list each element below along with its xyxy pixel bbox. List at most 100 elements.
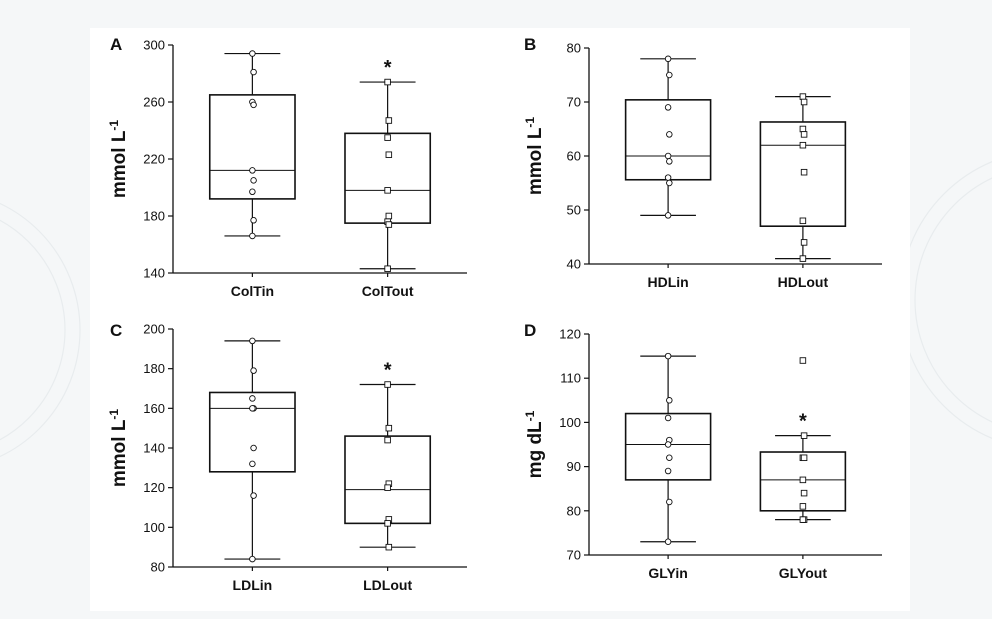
data-point bbox=[800, 432, 808, 439]
panel-a: A 140 180 220 260 300 mmol L-1 ColTin * ColTout bbox=[107, 35, 467, 299]
y-axis-title: mg dL-1 bbox=[523, 410, 546, 478]
box-hdlout: HDLout bbox=[759, 93, 847, 290]
data-point bbox=[664, 414, 672, 422]
y-tick-label: 160 bbox=[143, 401, 165, 416]
box-iqr bbox=[208, 94, 296, 200]
box-iqr bbox=[208, 391, 296, 473]
data-point bbox=[250, 177, 257, 184]
data-point bbox=[800, 454, 808, 462]
data-point bbox=[799, 503, 807, 510]
data-point bbox=[799, 217, 807, 225]
data-point bbox=[249, 188, 256, 196]
data-point bbox=[384, 520, 391, 527]
data-point bbox=[799, 476, 807, 484]
y-tick-label: 110 bbox=[560, 371, 581, 386]
data-point bbox=[666, 131, 673, 138]
box-coltin: ColTin bbox=[208, 50, 296, 299]
box-iqr bbox=[344, 132, 432, 224]
significance-star: * bbox=[384, 57, 392, 79]
panel-c: C 80 100 120 140 160 180 200 mmol L-1 LDLin * LDLou… bbox=[107, 321, 467, 593]
data-point bbox=[799, 357, 807, 364]
data-point bbox=[666, 397, 673, 404]
data-point bbox=[799, 516, 807, 523]
data-point bbox=[799, 141, 807, 149]
x-tick-label: HDLout bbox=[778, 274, 829, 290]
y-axis-title: mmol L-1 bbox=[107, 409, 130, 488]
data-point bbox=[249, 405, 256, 412]
y-tick-label: 70 bbox=[567, 95, 581, 110]
data-point bbox=[664, 467, 672, 475]
data-point bbox=[664, 441, 672, 448]
data-point bbox=[385, 543, 393, 551]
data-point bbox=[384, 436, 391, 444]
data-point bbox=[664, 174, 672, 181]
data-point bbox=[800, 98, 808, 106]
x-tick-label: GLYout bbox=[779, 565, 828, 581]
y-tick-label: 140 bbox=[143, 266, 165, 281]
data-point bbox=[384, 187, 391, 194]
significance-star: * bbox=[799, 411, 807, 433]
box-iqr bbox=[624, 99, 712, 181]
y-tick-label: 180 bbox=[143, 209, 165, 224]
data-point bbox=[800, 131, 808, 138]
data-point bbox=[384, 78, 391, 86]
box-hdlin: HDLin bbox=[624, 55, 712, 290]
y-tick-label: 40 bbox=[567, 257, 581, 272]
data-point bbox=[249, 555, 256, 563]
data-point bbox=[249, 395, 256, 402]
y-tick-label: 80 bbox=[567, 41, 581, 56]
box-ldlin: LDLin bbox=[208, 337, 296, 593]
data-point bbox=[250, 444, 257, 452]
y-axis-title: mmol L-1 bbox=[107, 120, 130, 199]
data-point bbox=[384, 265, 391, 272]
box-iqr bbox=[344, 435, 432, 525]
y-tick-label: 60 bbox=[567, 149, 581, 164]
data-point bbox=[666, 454, 673, 462]
data-point bbox=[385, 151, 393, 158]
x-tick-label: GLYin bbox=[648, 565, 687, 581]
data-point bbox=[249, 50, 256, 57]
box-glyin: GLYin bbox=[624, 352, 712, 581]
y-tick-label: 260 bbox=[143, 95, 165, 110]
x-tick-label: HDLin bbox=[648, 274, 689, 290]
figure-panel: A 140 180 220 260 300 mmol L-1 ColTin * ColTout B 4… bbox=[90, 28, 910, 611]
y-tick-label: 50 bbox=[567, 203, 581, 218]
x-tick-label: ColTin bbox=[231, 283, 274, 299]
data-point bbox=[664, 212, 672, 219]
y-tick-label: 120 bbox=[559, 327, 581, 342]
data-point bbox=[250, 101, 257, 109]
y-tick-label: 100 bbox=[143, 520, 165, 535]
y-axis-title-exponent: -1 bbox=[523, 117, 537, 128]
data-point bbox=[384, 134, 391, 141]
y-tick-label: 200 bbox=[143, 322, 165, 337]
y-tick-label: 100 bbox=[559, 415, 581, 430]
data-point bbox=[249, 167, 256, 174]
data-point bbox=[384, 484, 391, 491]
data-point bbox=[249, 232, 256, 240]
y-axis-title-unit: mmol L bbox=[109, 419, 130, 487]
y-axis-title-unit: mmol L bbox=[525, 127, 546, 195]
panel-letter: C bbox=[110, 321, 122, 340]
y-axis-title: mmol L-1 bbox=[523, 117, 546, 196]
panel-letter: A bbox=[110, 35, 122, 54]
y-tick-label: 300 bbox=[143, 38, 165, 53]
y-axis-title-exponent: -1 bbox=[523, 410, 537, 421]
data-point bbox=[385, 117, 393, 124]
panel-d: D 70 80 90 100 110 120 mg dL-1 GLYin * GLYout bbox=[523, 321, 882, 581]
y-tick-label: 140 bbox=[143, 441, 165, 456]
data-point bbox=[249, 460, 256, 468]
data-point bbox=[664, 104, 672, 111]
panel-letter: D bbox=[524, 321, 536, 340]
significance-star: * bbox=[384, 360, 392, 382]
y-tick-label: 220 bbox=[143, 152, 165, 167]
data-point bbox=[385, 221, 393, 228]
data-point bbox=[385, 212, 393, 220]
y-axis-title-exponent: -1 bbox=[107, 120, 121, 131]
y-tick-label: 70 bbox=[567, 548, 581, 563]
data-point bbox=[384, 381, 391, 388]
data-point bbox=[799, 255, 807, 262]
data-point bbox=[385, 424, 393, 432]
y-tick-label: 90 bbox=[567, 459, 581, 474]
box-coltout: * ColTout bbox=[344, 57, 432, 299]
